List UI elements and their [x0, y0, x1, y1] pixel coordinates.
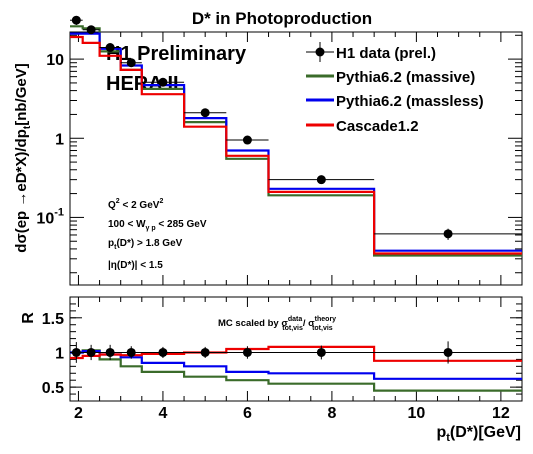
ratio-y-tick-label: 0.5: [42, 380, 64, 397]
x-axis-label-part-1: p: [436, 424, 446, 441]
pythia-massive-hist: [70, 25, 522, 257]
cut-sup: 2: [116, 198, 120, 205]
y-axis-label: dσ(ep →eD*X)/dpt[nb/GeV]: [13, 63, 33, 252]
y-axis-label-part-1: dσ(ep: [13, 207, 30, 253]
x-axis-label-part-2: (D*)[GeV]: [450, 424, 521, 441]
ratio-data-point: [86, 347, 96, 357]
cut-text: < 2 GeV: [120, 200, 160, 211]
x-tick-label: 10: [407, 405, 425, 422]
x-tick-label: 4: [158, 405, 167, 422]
ratio-data-point: [105, 347, 115, 357]
ratio-data-point: [316, 347, 326, 357]
ratio-data-point: [200, 347, 210, 357]
ratio-cascade-hist: [70, 345, 522, 362]
y-axis-label-part-3: [nb/GeV]: [13, 63, 30, 126]
cut-text: < 285 GeV: [156, 219, 207, 230]
cut-label: |η(D*)| < 1.5: [108, 260, 163, 271]
ratio-y-tick-label: 1: [55, 345, 64, 362]
legend-massive-label: Pythia6.2 (massive): [336, 69, 475, 86]
chart-title: D* in Photoproduction: [192, 9, 372, 28]
y-axis-label-sub: t: [22, 125, 33, 129]
x-axis-label: pt(D*)[GeV]: [436, 424, 521, 444]
cut-text: (D*) > 1.8 GeV: [116, 238, 182, 249]
legend-data-marker: [315, 47, 325, 57]
legend: H1 data (prel.) Pythia6.2 (massive) Pyth…: [306, 42, 484, 135]
data-point: [86, 25, 96, 35]
cut-sub: t: [114, 244, 117, 251]
cut-label: pt(D*) > 1.8 GeV: [108, 238, 183, 251]
x-axis-label-sub: t: [446, 432, 450, 444]
ratio-data-point: [443, 347, 453, 357]
y-tick-label: 1: [55, 131, 64, 148]
data-point: [71, 15, 81, 25]
legend-massless-label: Pythia6.2 (massless): [336, 93, 484, 110]
ratio-note-sup1: data: [288, 316, 303, 323]
cascade-hist: [70, 35, 522, 255]
y-tick-base: 1: [55, 131, 64, 148]
cut-text: 100 < W: [108, 219, 146, 230]
data-point: [316, 175, 326, 185]
x-tick-label: 12: [492, 405, 510, 422]
ratio-y-axis-label: R: [20, 312, 37, 324]
ratio-data-point: [242, 347, 252, 357]
cut-text: |η(D*)| < 1.5: [108, 260, 163, 271]
cut-text: p: [108, 238, 114, 249]
main-plot-frame: [69, 31, 523, 286]
ratio-note-sub1: tot,vis: [282, 325, 303, 332]
ratio-note-mid: / σ: [303, 318, 315, 329]
y-tick-base: 10: [46, 52, 64, 69]
y-tick-label: 10-1: [36, 206, 64, 227]
data-point: [242, 135, 252, 145]
x-tick-label: 8: [327, 405, 336, 422]
y-tick-base: 10: [36, 210, 54, 227]
ratio-data-point: [71, 347, 81, 357]
ratio-y-tick-label: 1.5: [42, 311, 64, 328]
data-point: [126, 58, 136, 68]
legend-cascade-label: Cascade1.2: [336, 118, 419, 135]
data-point: [105, 43, 115, 53]
cut-text: Q: [108, 200, 116, 211]
cut-sup: 2: [159, 198, 163, 205]
y-axis-label-arrow: →: [13, 192, 30, 207]
y-tick-exp: -1: [54, 206, 64, 218]
cut-sub: γ p: [146, 225, 156, 232]
data-point: [200, 108, 210, 118]
cut-label: 100 < Wγ p < 285 GeV: [108, 219, 207, 232]
y-axis-label-part-2: eD*X)/dp: [13, 129, 30, 192]
ratio-note-sub2: tot,vis: [312, 325, 333, 332]
legend-data-label: H1 data (prel.): [336, 45, 436, 62]
main-plot-content: 10-1 1 10 10 2: [36, 15, 523, 285]
ratio-data-point: [158, 347, 168, 357]
ratio-note-sup2: theory: [315, 316, 337, 323]
y-tick-label: 10: [46, 52, 64, 69]
ratio-plot-content: 0.5 1 1.5 2 4 6 8 10 12: [42, 297, 523, 422]
ratio-data-point: [126, 347, 136, 357]
data-point: [443, 229, 453, 239]
x-tick-label: 6: [243, 405, 252, 422]
ratio-plot-frame: [69, 296, 523, 402]
data-point: [158, 77, 168, 87]
ratio-note-pre: MC scaled by σ: [218, 318, 288, 329]
ratio-note: MC scaled by σdata tot,vis/ σtheory tot,vi…: [218, 316, 336, 332]
x-tick-label: 2: [74, 405, 83, 422]
experiment-label: H1 Preliminary: [106, 43, 247, 65]
cut-label: Q2 < 2 GeV2: [108, 198, 163, 211]
ratio-massless-hist: [70, 350, 522, 380]
